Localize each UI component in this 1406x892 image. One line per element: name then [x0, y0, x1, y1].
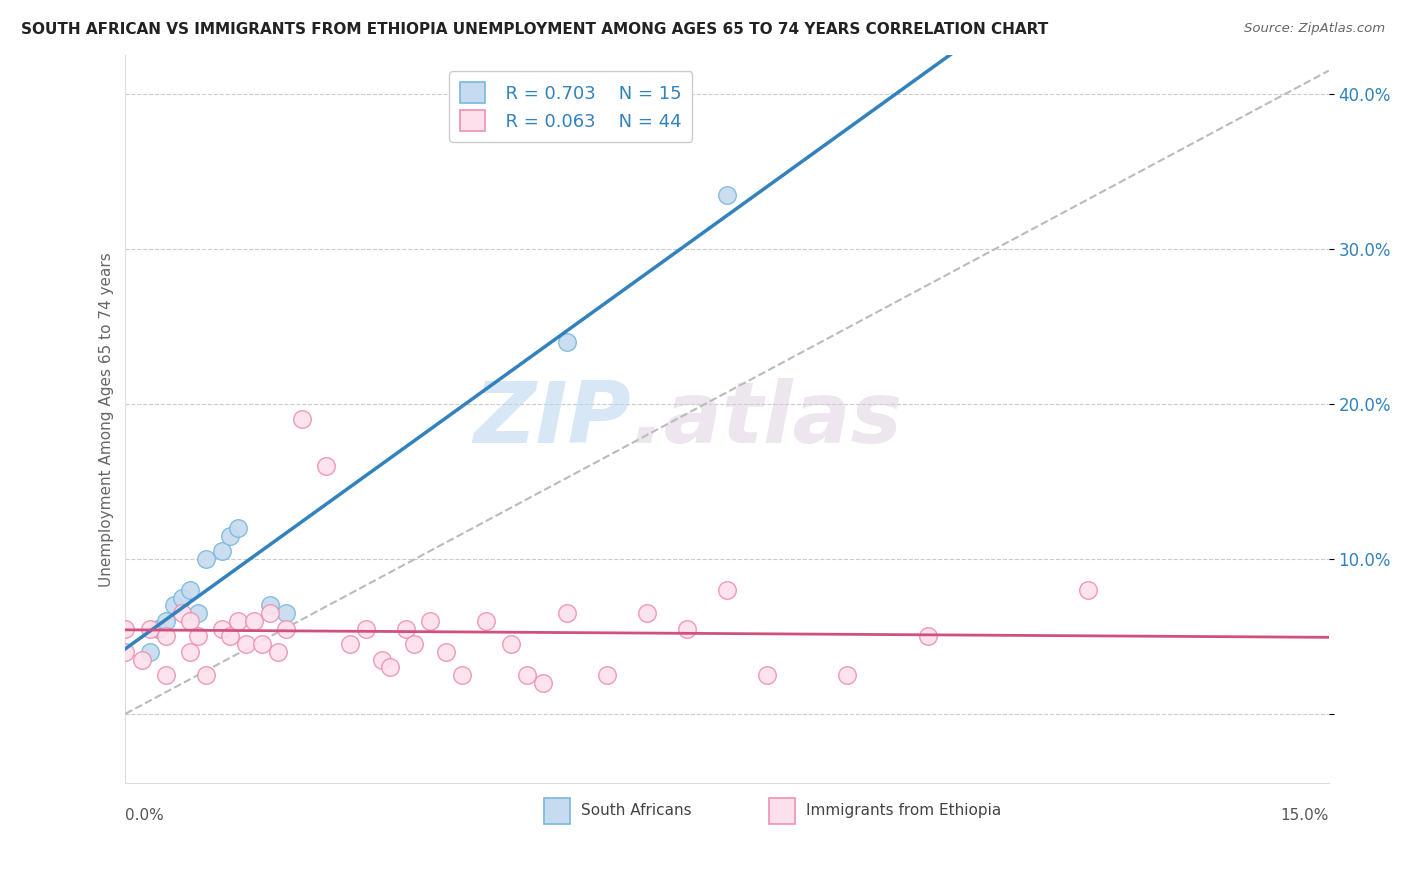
Text: ZIP: ZIP	[474, 378, 631, 461]
Legend:   R = 0.703    N = 15,   R = 0.063    N = 44: R = 0.703 N = 15, R = 0.063 N = 44	[449, 71, 693, 142]
Point	[419, 614, 441, 628]
Point	[339, 637, 361, 651]
Text: SOUTH AFRICAN VS IMMIGRANTS FROM ETHIOPIA UNEMPLOYMENT AMONG AGES 65 TO 74 YEARS: SOUTH AFRICAN VS IMMIGRANTS FROM ETHIOPI…	[21, 22, 1049, 37]
Point	[179, 582, 201, 597]
Point	[194, 668, 217, 682]
Point	[395, 622, 418, 636]
Point	[218, 629, 240, 643]
Point	[162, 599, 184, 613]
Point	[114, 622, 136, 636]
Y-axis label: Unemployment Among Ages 65 to 74 years: Unemployment Among Ages 65 to 74 years	[100, 252, 114, 587]
Point	[226, 614, 249, 628]
Point	[451, 668, 474, 682]
Point	[138, 645, 160, 659]
Point	[170, 606, 193, 620]
Point	[187, 606, 209, 620]
Point	[170, 591, 193, 605]
Point	[114, 645, 136, 659]
Point	[259, 606, 281, 620]
Text: Immigrants from Ethiopia: Immigrants from Ethiopia	[806, 804, 1001, 819]
Point	[131, 652, 153, 666]
Point	[259, 599, 281, 613]
Point	[243, 614, 266, 628]
Point	[274, 622, 297, 636]
Point	[475, 614, 498, 628]
Point	[756, 668, 779, 682]
Point	[211, 544, 233, 558]
Point	[315, 458, 337, 473]
Point	[676, 622, 699, 636]
Point	[596, 668, 619, 682]
Text: .atlas: .atlas	[631, 378, 901, 461]
Point	[138, 622, 160, 636]
Point	[837, 668, 859, 682]
Point	[531, 675, 554, 690]
Text: Source: ZipAtlas.com: Source: ZipAtlas.com	[1244, 22, 1385, 36]
Point	[516, 668, 538, 682]
Point	[716, 187, 738, 202]
Point	[155, 614, 177, 628]
Point	[235, 637, 257, 651]
Point	[218, 528, 240, 542]
Point	[354, 622, 377, 636]
Point	[371, 652, 394, 666]
Point	[179, 645, 201, 659]
Point	[211, 622, 233, 636]
Text: 0.0%: 0.0%	[125, 808, 165, 823]
Point	[155, 629, 177, 643]
Text: 15.0%: 15.0%	[1281, 808, 1329, 823]
Point	[226, 521, 249, 535]
Point	[187, 629, 209, 643]
Point	[291, 412, 314, 426]
Point	[267, 645, 290, 659]
Point	[917, 629, 939, 643]
Point	[636, 606, 658, 620]
Point	[274, 606, 297, 620]
Point	[404, 637, 426, 651]
Point	[194, 551, 217, 566]
Point	[555, 334, 578, 349]
Point	[146, 622, 169, 636]
Point	[716, 582, 738, 597]
Point	[179, 614, 201, 628]
Text: South Africans: South Africans	[581, 804, 692, 819]
Point	[1077, 582, 1099, 597]
Point	[499, 637, 522, 651]
Point	[250, 637, 273, 651]
Point	[555, 606, 578, 620]
Point	[434, 645, 457, 659]
Point	[380, 660, 402, 674]
Point	[155, 668, 177, 682]
